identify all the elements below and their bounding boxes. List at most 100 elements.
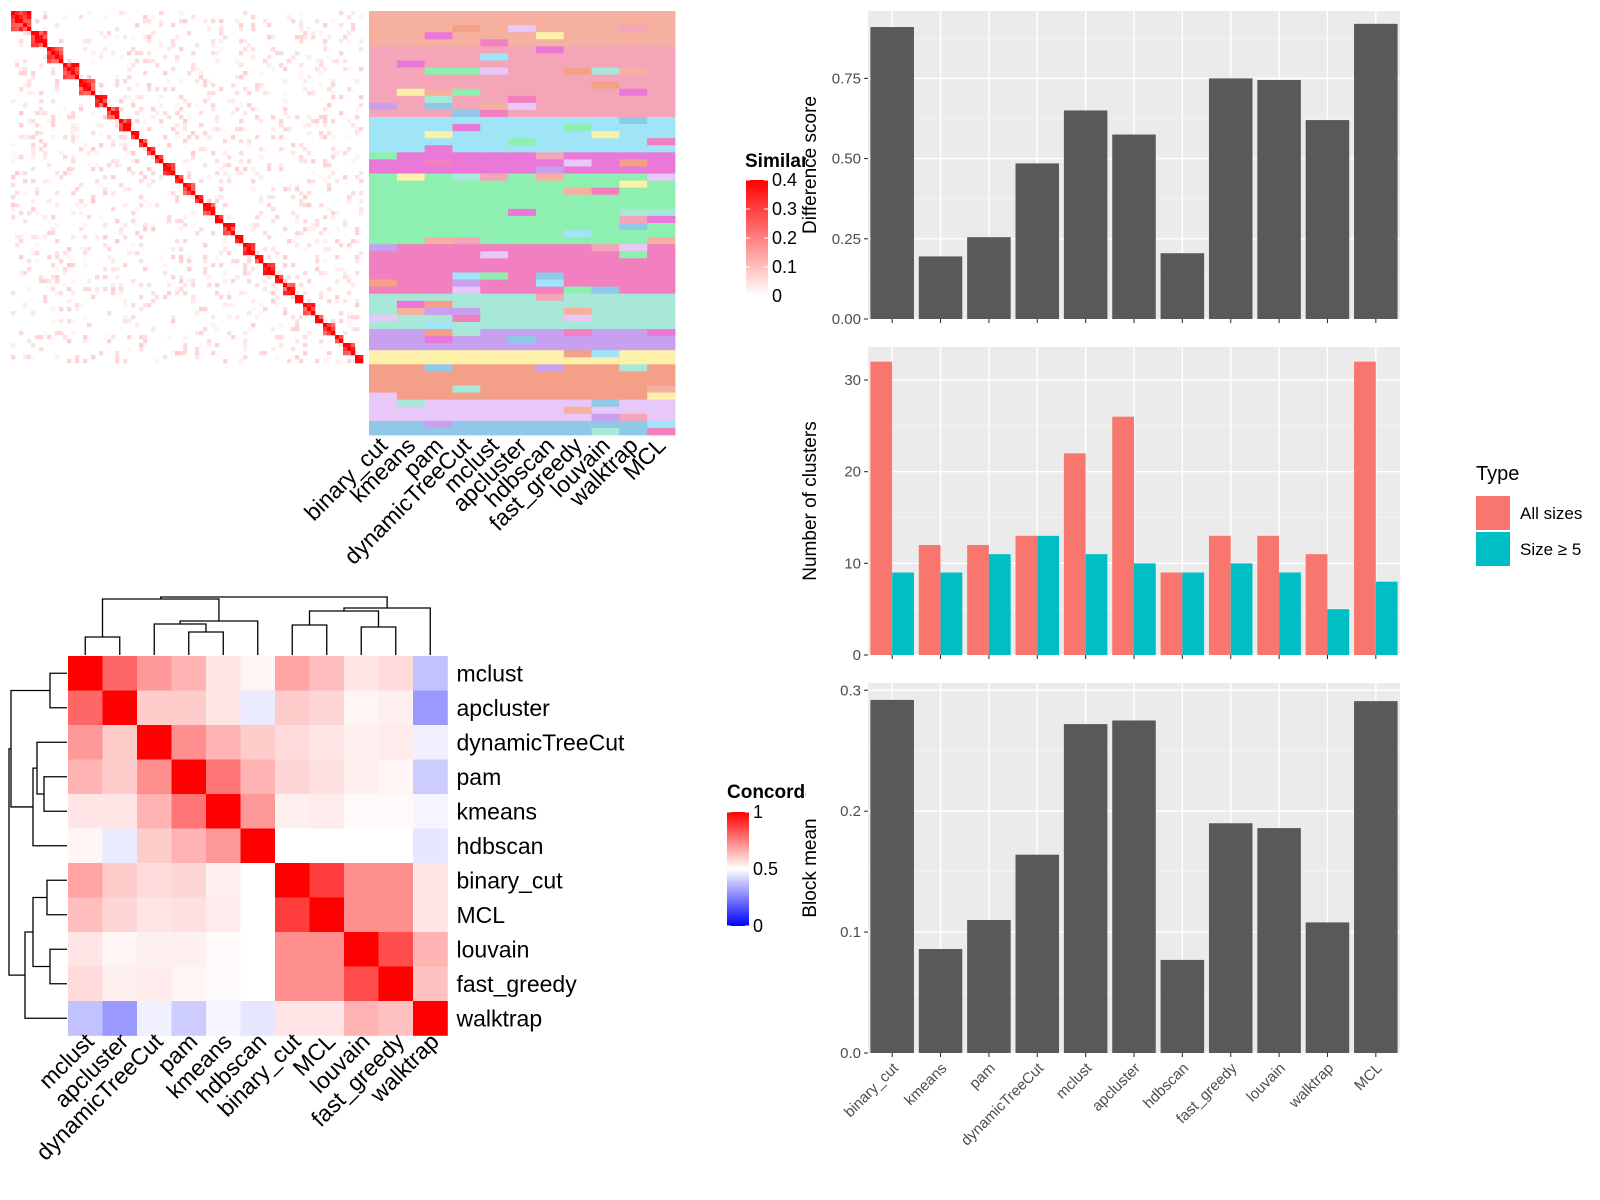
similarity-cell [87,83,92,88]
similarity-cell [311,227,316,232]
similarity-cell [223,231,228,236]
similarity-cell [171,87,176,92]
similarity-cell [291,315,296,320]
membership-cell [535,399,565,408]
membership-cell [619,321,648,330]
similarity-cell [55,291,60,296]
membership-cell [591,420,620,429]
similarity-cell [235,167,240,172]
membership-cell [452,286,481,295]
membership-cell [591,166,620,174]
membership-cell [369,88,398,97]
similarity-cell [47,179,52,184]
similarity-cell [259,303,264,308]
membership-cell [619,215,648,224]
membership-cell [508,102,537,111]
similarity-cell [247,271,252,276]
membership-cell [535,25,565,33]
membership-cell [535,307,565,316]
concordance-cell [309,828,345,864]
similarity-cell [19,255,24,260]
similarity-cell [359,15,364,20]
similarity-cell [231,83,236,88]
similarity-cell [143,303,148,308]
similarity-cell [303,195,308,200]
similarity-cell [219,19,224,24]
concordance-cell [206,794,241,829]
similarity-cell [239,127,244,132]
similarity-cell [287,127,292,132]
similarity-cell [179,107,184,112]
similarity-cell [359,251,364,256]
similarity-cell [311,179,316,184]
membership-cell [508,378,537,386]
membership-cell [424,166,453,174]
similarity-cell [43,151,48,156]
similarity-cell [227,291,232,296]
similarity-cell [95,179,100,184]
concordance-cell [171,656,207,691]
membership-cell [508,300,537,309]
similarity-cell [139,195,144,200]
membership-cell [480,329,509,337]
similarity-cell [311,119,316,124]
membership-cell [369,109,398,118]
similarity-cell [59,331,64,336]
membership-cell [619,385,648,393]
similarity-cell [59,51,64,56]
similarity-cell [35,251,40,256]
similarity-cell [131,159,136,164]
y-tick-label: 0.25 [832,231,861,248]
similarity-cell [127,51,132,56]
similarity-cell [111,51,116,56]
membership-cell [396,258,426,266]
membership-cell [452,343,481,351]
similarity-cell [151,147,156,152]
similarity-cell [215,115,220,120]
similarity-cell [231,135,236,140]
membership-cell [591,173,620,181]
similarity-cell [283,311,288,316]
similarity-cell [219,31,224,36]
similarity-cell [267,163,272,168]
similarity-cell [143,227,148,232]
similarity-cell [51,71,56,76]
similarity-cell [219,47,224,52]
similarity-cell [19,123,24,128]
similarity-cell [111,111,116,116]
similarity-cell [347,135,352,140]
similarity-cell [159,19,164,24]
membership-cell [452,201,481,210]
concordance-cell [102,725,138,760]
similarity-cell [35,111,40,116]
similarity-cell [219,167,224,172]
similarity-cell [107,311,112,316]
concordance-cell [378,725,414,760]
similarity-cell [35,39,40,44]
membership-cell [563,152,592,160]
membership-cell [369,32,398,40]
membership-cell [480,230,509,238]
similarity-cell [235,315,240,320]
similarity-cell [211,51,216,56]
similarity-cell [55,251,60,256]
similarity-cell [115,219,120,224]
y-tick-label: 0.1 [840,924,861,941]
similarity-cell [87,163,92,168]
bar-apcluster [1112,134,1156,319]
membership-cell [452,60,481,68]
membership-cell [535,138,565,146]
similarity-cell [87,247,92,252]
membership-cell [424,201,453,210]
similarity-cell [207,79,212,84]
membership-cell [424,223,453,231]
similarity-cell [191,183,196,188]
similarity-cell [227,223,232,228]
similarity-cell [251,23,256,28]
membership-cell [452,102,481,111]
similarity-cell [91,91,96,96]
membership-cell [508,286,537,295]
membership-cell [563,378,592,386]
concordance-cell [275,690,310,726]
